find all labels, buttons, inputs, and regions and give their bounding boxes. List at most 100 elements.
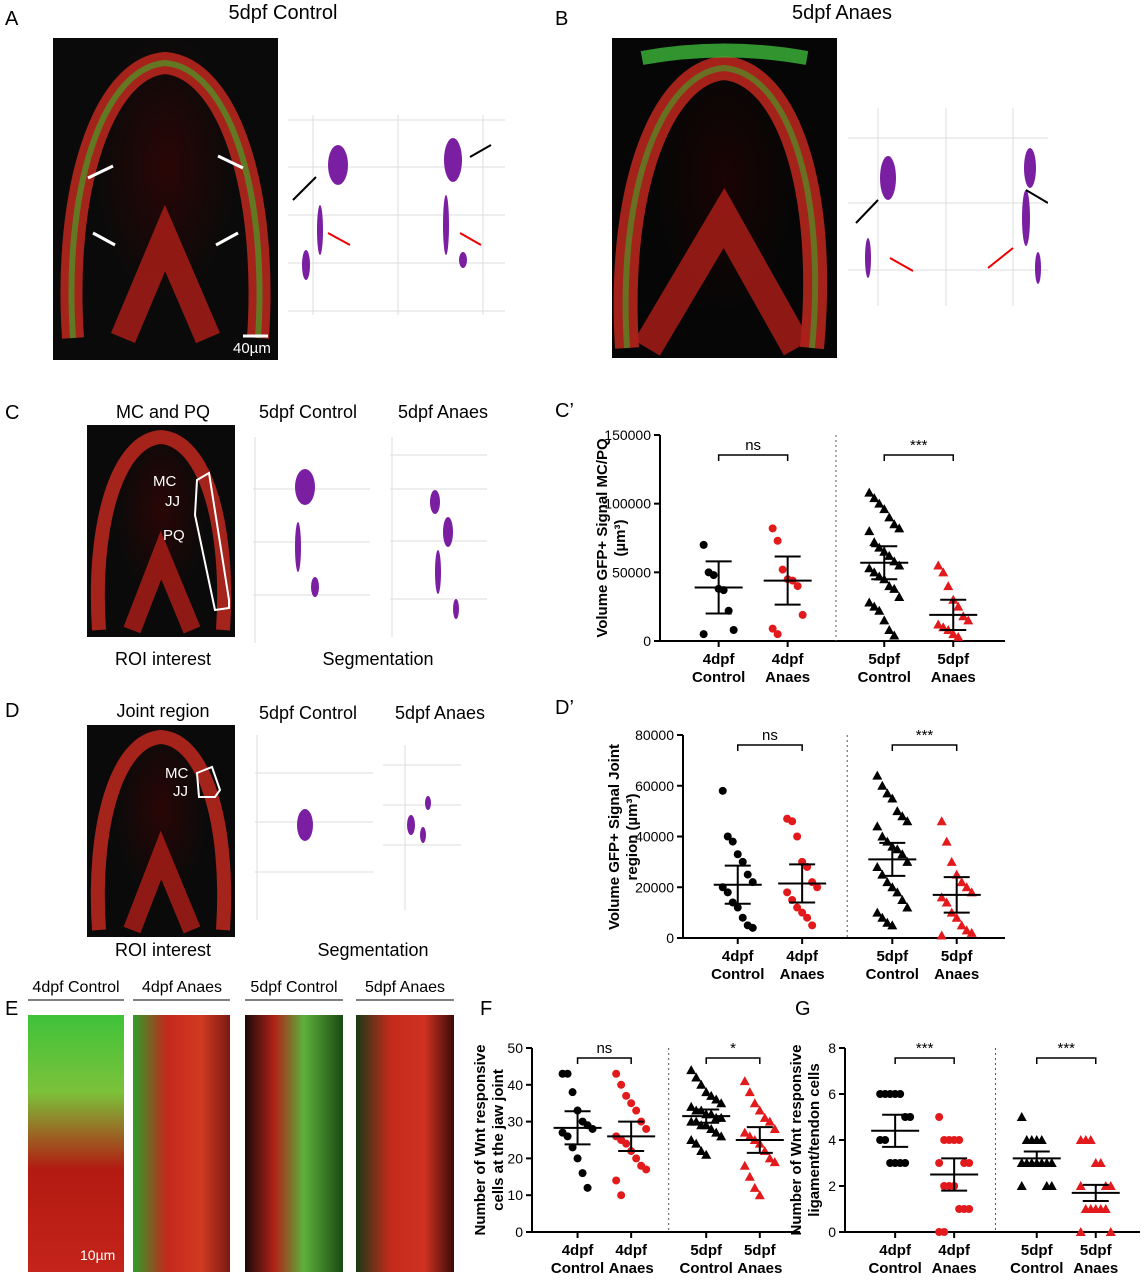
data-point <box>943 581 954 591</box>
x-tick-label: 5dpf Anaes <box>930 651 976 686</box>
image-title: 5dpf Anaes <box>394 703 486 723</box>
data-point <box>887 793 898 803</box>
significance-label: *** <box>916 727 934 744</box>
panel-label: A <box>5 8 19 30</box>
panel-title: 5dpf Control <box>228 2 338 24</box>
data-point <box>764 1153 775 1163</box>
x-tick-label: 5dpf Control <box>865 948 919 983</box>
data-point <box>1095 1158 1106 1167</box>
data-point <box>896 1090 905 1098</box>
y-tick-label: 50 <box>507 1040 523 1056</box>
micrograph <box>133 1015 230 1272</box>
x-tick-label: 4dpf Anaes <box>931 1242 977 1277</box>
data-point <box>940 1228 949 1236</box>
micrograph: MC JJ <box>87 725 235 937</box>
data-point <box>729 626 738 635</box>
data-point <box>773 630 782 639</box>
data-point <box>935 1159 944 1167</box>
data-point <box>617 1191 626 1200</box>
data-point <box>711 1127 722 1137</box>
chart-title: C’ <box>555 400 574 422</box>
data-point <box>902 856 913 866</box>
data-point <box>691 1138 702 1148</box>
data-point <box>946 856 957 866</box>
data-point <box>951 912 962 922</box>
x-tick-label: 5dpf Anaes <box>934 948 980 983</box>
data-point <box>642 1165 651 1174</box>
data-point <box>897 849 908 859</box>
data-point <box>953 631 964 641</box>
data-point <box>1105 1227 1116 1236</box>
y-tick-label: 30 <box>507 1114 523 1130</box>
x-tick-label: 4dpf Control <box>550 1242 605 1277</box>
data-point <box>887 882 898 892</box>
data-point <box>632 1106 641 1115</box>
micrograph: 10µm <box>28 1015 124 1272</box>
y-axis-label: Number of Wnt responsive cells at the ja… <box>472 1044 507 1236</box>
region-label: PQ <box>163 527 185 544</box>
y-tick-label: 60000 <box>635 778 674 794</box>
panel-label: C <box>5 402 20 424</box>
significance-bracket <box>576 1057 632 1064</box>
segmentation <box>253 437 370 643</box>
y-tick-label: 0 <box>666 930 674 946</box>
panel-label: E <box>5 998 19 1020</box>
data-point <box>793 903 802 912</box>
data-point <box>716 1131 727 1141</box>
significance-label: *** <box>910 437 928 454</box>
data-point <box>642 1124 651 1133</box>
data-point <box>965 1205 974 1213</box>
data-point <box>941 897 952 907</box>
data-point <box>788 817 797 826</box>
data-point <box>696 1079 707 1089</box>
data-point <box>813 883 822 892</box>
y-tick-label: 80000 <box>635 727 674 743</box>
data-point <box>897 894 908 904</box>
data-point <box>573 1154 582 1163</box>
data-point <box>748 923 757 932</box>
data-point <box>877 831 888 841</box>
image-title: 5dpf Control <box>258 402 358 422</box>
data-point <box>723 888 732 897</box>
data-point <box>933 619 944 629</box>
data-point <box>793 832 802 841</box>
scale-label: 40µm <box>233 340 271 357</box>
data-point <box>803 913 812 922</box>
micrograph: 40µm <box>53 38 278 360</box>
data-point <box>901 1159 910 1167</box>
data-point <box>627 1099 636 1108</box>
data-point <box>759 1112 770 1122</box>
image-title: 5dpf Control <box>258 703 358 723</box>
data-point <box>956 877 967 887</box>
data-point <box>617 1080 626 1089</box>
data-point <box>892 844 903 854</box>
region-label: JJ <box>165 493 180 510</box>
data-point <box>739 1127 750 1137</box>
data-point <box>889 630 900 640</box>
caption: Segmentation <box>317 940 429 960</box>
significance-label: *** <box>1057 1040 1075 1057</box>
data-point <box>612 1176 621 1185</box>
micrograph <box>245 1015 343 1272</box>
data-point <box>884 512 895 522</box>
data-point <box>953 601 964 611</box>
y-tick-label: 2 <box>828 1178 836 1194</box>
x-tick-label: 5dpf Anaes <box>1073 1242 1119 1277</box>
data-point <box>869 601 880 611</box>
y-tick-label: 0 <box>828 1224 836 1240</box>
data-point <box>936 816 947 826</box>
data-point <box>723 832 732 841</box>
data-point <box>798 908 807 917</box>
data-point <box>892 887 903 897</box>
chart-title: F <box>480 998 493 1020</box>
data-point <box>879 615 890 625</box>
data-point <box>864 526 875 536</box>
y-tick-label: 40000 <box>635 829 674 845</box>
data-point <box>894 523 905 533</box>
data-point <box>902 902 913 912</box>
data-point <box>716 1112 727 1122</box>
x-tick-label: 4dpf Control <box>711 948 765 983</box>
significance-label: * <box>730 1040 736 1057</box>
segmentation <box>383 745 461 910</box>
